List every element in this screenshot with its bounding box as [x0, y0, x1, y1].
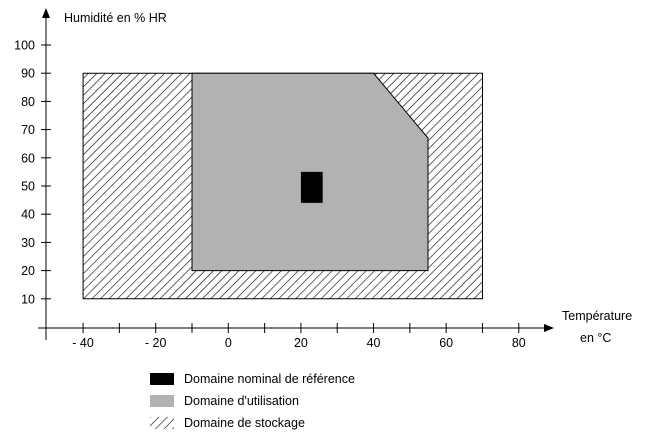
legend-item-storage: Domaine de stockage — [150, 412, 355, 434]
legend-label-storage: Domaine de stockage — [184, 416, 305, 430]
legend-item-operating: Domaine d'utilisation — [150, 390, 355, 412]
y-tick-label: 40 — [21, 208, 35, 222]
y-tick-label: 90 — [21, 67, 35, 81]
y-tick-label: 70 — [21, 123, 35, 137]
legend-swatch-reference — [150, 373, 174, 385]
x-axis-arrow-icon — [544, 324, 554, 332]
y-tick-label: 100 — [14, 39, 35, 53]
x-tick-label: - 20 — [145, 336, 167, 350]
x-tick-label: 0 — [225, 336, 232, 350]
x-tick-label: 80 — [512, 336, 526, 350]
y-tick-label: 80 — [21, 95, 35, 109]
y-axis-arrow-icon — [42, 8, 50, 18]
y-tick-label: 20 — [21, 264, 35, 278]
legend: Domaine nominal de référence Domaine d'u… — [150, 368, 355, 434]
y-axis-title: Humidité en % HR — [64, 11, 167, 25]
x-tick-label: 40 — [367, 336, 381, 350]
y-tick-label: 30 — [21, 236, 35, 250]
y-tick-label: 10 — [21, 292, 35, 306]
plot-regions — [82, 72, 483, 300]
axes: 10 20 30 40 50 60 70 80 90 100 - 40 - 20 0 20 40 60 80 — [14, 8, 554, 350]
x-tick-label: - 40 — [72, 336, 94, 350]
region-reference — [300, 171, 323, 203]
legend-label-reference: Domaine nominal de référence — [184, 372, 355, 386]
y-tick-label: 60 — [21, 151, 35, 165]
x-tick-label: 20 — [294, 336, 308, 350]
legend-label-operating: Domaine d'utilisation — [184, 394, 299, 408]
legend-item-reference: Domaine nominal de référence — [150, 368, 355, 390]
legend-swatch-operating — [150, 395, 174, 407]
y-tick-label: 50 — [21, 180, 35, 194]
x-tick-label: 60 — [439, 336, 453, 350]
x-axis-title-line2: en °C — [580, 331, 611, 345]
legend-swatch-storage — [150, 417, 174, 429]
x-axis-title-line1: Température — [562, 309, 632, 323]
